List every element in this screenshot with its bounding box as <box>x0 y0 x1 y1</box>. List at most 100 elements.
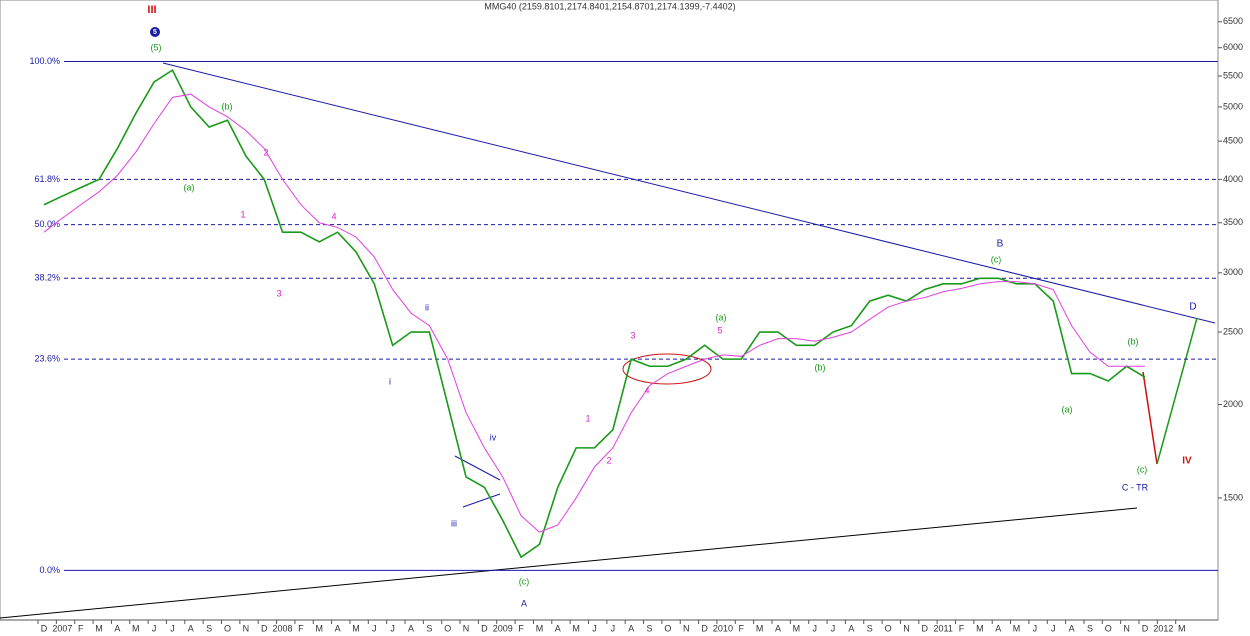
wave-label: (a) <box>184 182 195 192</box>
wave-label: 1 <box>585 413 590 423</box>
wave-label: 4 <box>644 385 649 395</box>
x-tick-label: J <box>170 623 175 633</box>
x-tick-label: S <box>426 623 432 633</box>
wave-label: 5 <box>153 29 157 36</box>
x-tick-label: M <box>1178 623 1186 633</box>
wave-label: (c) <box>1137 464 1148 474</box>
trendline <box>0 507 1138 619</box>
trendline <box>162 62 1216 324</box>
x-tick-label: D <box>261 623 268 633</box>
wave-label: (c) <box>991 254 1002 264</box>
x-tick-label: O <box>224 623 231 633</box>
x-tick-label: D <box>481 623 488 633</box>
wave-label: (a) <box>716 312 727 322</box>
x-tick-label: N <box>903 623 910 633</box>
x-tick-label: F <box>739 623 745 633</box>
x-tick-label: N <box>1123 623 1130 633</box>
x-tick-label: A <box>335 623 341 633</box>
wave-label: D <box>1189 302 1196 313</box>
fib-label: 0.0% <box>39 565 60 575</box>
x-tick-label: S <box>206 623 212 633</box>
x-tick-label: J <box>390 623 395 633</box>
wave-label: III <box>147 4 156 16</box>
y-tick-label: 3500 <box>1223 217 1243 227</box>
x-tick-label: D <box>922 623 929 633</box>
wave-label: 5 <box>717 325 722 335</box>
x-tick-label: M <box>132 623 140 633</box>
x-tick-label: A <box>114 623 120 633</box>
fib-label: 100.0% <box>29 56 60 66</box>
wave-label: IV <box>1182 456 1192 467</box>
y-tick-label: 4500 <box>1223 136 1243 146</box>
x-tick-label: M <box>316 623 324 633</box>
wave-label: 2 <box>263 147 268 157</box>
wave-label: (b) <box>1128 336 1139 346</box>
x-tick-label: J <box>611 623 616 633</box>
x-tick-label: M <box>536 623 544 633</box>
x-tick-label: N <box>463 623 470 633</box>
y-tick-label: 5500 <box>1223 70 1243 80</box>
x-tick-label: F <box>78 623 84 633</box>
highlight-ellipse <box>622 353 712 385</box>
y-tick-label: 1500 <box>1223 492 1243 502</box>
x-tick-label: 2009 <box>493 623 513 633</box>
x-tick-label: M <box>1013 623 1021 633</box>
fib-label: 23.6% <box>34 353 60 363</box>
fib-label: 38.2% <box>34 273 60 283</box>
x-tick-label: D <box>701 623 708 633</box>
x-tick-label: J <box>1033 623 1038 633</box>
x-tick-label: A <box>775 623 781 633</box>
series-line <box>43 93 1145 533</box>
x-tick-label: F <box>959 623 965 633</box>
y-tick-label: 3000 <box>1223 267 1243 277</box>
x-tick-label: N <box>683 623 690 633</box>
x-tick-label: A <box>408 623 414 633</box>
wave-label: 3 <box>630 330 635 340</box>
wave-label: (b) <box>815 362 826 372</box>
series-line <box>43 68 1146 559</box>
x-tick-label: S <box>1087 623 1093 633</box>
wave-label: 4 <box>331 211 336 221</box>
x-tick-label: S <box>647 623 653 633</box>
wave-label: i <box>389 376 391 386</box>
x-tick-label: M <box>352 623 360 633</box>
x-tick-label: J <box>831 623 836 633</box>
wave-label: (c) <box>519 576 530 586</box>
wave-label: A <box>521 598 527 608</box>
wave-label: 2 <box>606 455 611 465</box>
wave-label: iv <box>490 432 497 442</box>
x-tick-label: O <box>885 623 892 633</box>
y-tick-label: 6500 <box>1223 16 1243 26</box>
x-tick-label: O <box>1105 623 1112 633</box>
wave-label: (b) <box>222 101 233 111</box>
x-tick-label: D <box>1142 623 1149 633</box>
x-tick-label: F <box>298 623 304 633</box>
x-tick-label: A <box>628 623 634 633</box>
x-tick-label: D <box>41 623 48 633</box>
x-tick-label: F <box>518 623 524 633</box>
x-tick-label: A <box>555 623 561 633</box>
x-tick-label: J <box>1051 623 1056 633</box>
x-tick-label: A <box>188 623 194 633</box>
wave-label: 1 <box>240 209 245 219</box>
x-tick-label: J <box>592 623 597 633</box>
y-tick-label: 2500 <box>1223 326 1243 336</box>
x-tick-label: A <box>995 623 1001 633</box>
x-tick-label: 2010 <box>713 623 733 633</box>
x-tick-label: S <box>867 623 873 633</box>
chart-title: MMG40 (2159.8101,2174.8401,2154.8701,217… <box>484 1 735 11</box>
annotations: III 5 (5) (b) (a) 1 2 3 4 ii i iv iii (c… <box>147 4 1196 608</box>
x-tick-label: 2008 <box>273 623 293 633</box>
x-tick-label: J <box>372 623 377 633</box>
x-tick-label: J <box>152 623 157 633</box>
y-tick-label: 5000 <box>1223 101 1243 111</box>
x-tick-label: A <box>1069 623 1075 633</box>
fib-label: 61.8% <box>34 174 60 184</box>
wave-label: (5) <box>151 42 162 52</box>
x-tick-label: 2007 <box>52 623 72 633</box>
x-tick-label: O <box>664 623 671 633</box>
wave-label: ii <box>425 302 429 312</box>
wave-label: 3 <box>276 288 281 298</box>
triangle-line <box>462 493 501 508</box>
